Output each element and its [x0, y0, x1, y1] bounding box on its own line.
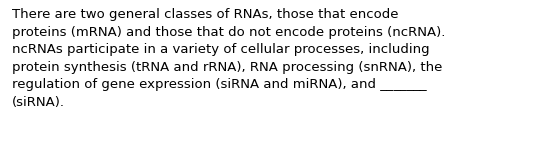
Text: There are two general classes of RNAs, those that encode
proteins (mRNA) and tho: There are two general classes of RNAs, t…: [12, 8, 446, 109]
